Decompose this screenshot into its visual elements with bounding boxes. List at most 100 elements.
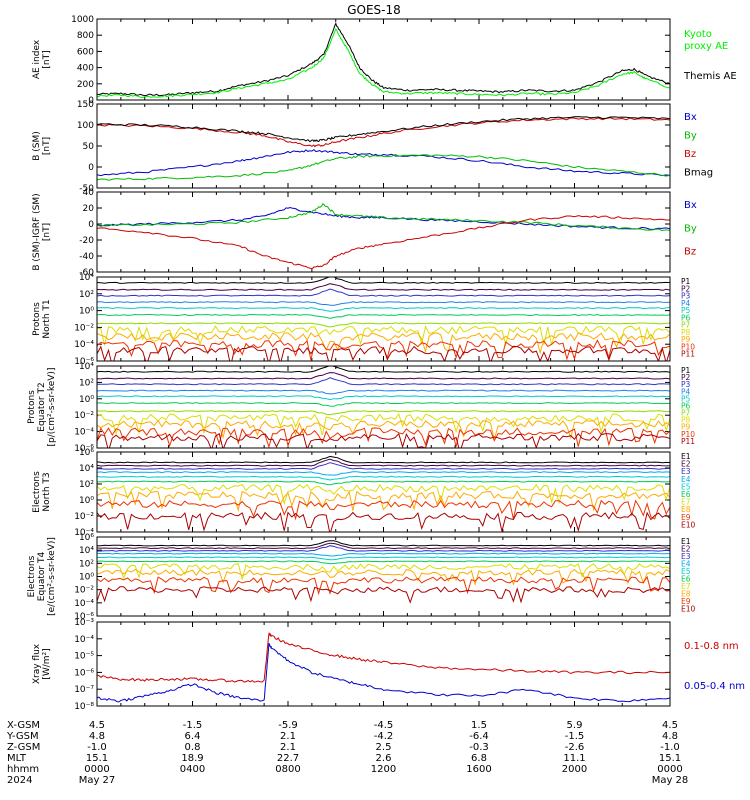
y-tick-label: 0	[88, 220, 94, 230]
ephemeris-value: 11.1	[563, 753, 585, 764]
panel-frame	[96, 18, 671, 101]
y-axis-label: Protons	[27, 390, 37, 424]
plot-area	[97, 203, 670, 270]
legend-entry: E9	[681, 597, 691, 606]
channel-line	[97, 455, 670, 464]
legend-entry: E7	[681, 582, 691, 591]
y-tick-label: 10⁻²	[74, 323, 94, 333]
y-tick-label: 10²	[79, 378, 94, 388]
legend-entry: P1	[681, 366, 691, 375]
panel-frame	[96, 276, 671, 362]
ephemeris-value: 4.5	[89, 720, 105, 731]
y-axis-label: [nT]	[42, 137, 52, 155]
legend-entry: Bz	[684, 149, 696, 160]
channel-line	[97, 427, 670, 448]
channel-line	[97, 490, 670, 513]
channel-line	[97, 471, 670, 476]
legend-entry: By	[684, 223, 697, 234]
channel-line	[97, 322, 670, 328]
y-tick-label: 800	[77, 31, 94, 41]
channel-line	[97, 419, 670, 442]
legend-entry: E8	[681, 590, 691, 599]
legend-entry: By	[684, 131, 697, 142]
channel-line	[97, 540, 670, 547]
y-tick-label: 10⁻²	[74, 512, 94, 522]
ephemeris-table: X-GSM 4.5 -1.5 -5.9 -4.5 1.5 5.9 4.5 Y-GSM 4.8 6.4…	[6, 720, 688, 786]
panel-frame	[96, 191, 671, 273]
series-line	[97, 643, 670, 703]
y-tick-label: -20	[79, 236, 94, 246]
ephemeris-value: 2.1	[280, 742, 296, 753]
y-axis-label: [nT]	[42, 223, 52, 241]
legend-entry: P2	[681, 284, 691, 293]
legend-entry: P8	[681, 328, 691, 337]
y-tick-label: 10⁻⁴	[74, 428, 94, 438]
panel-frame	[96, 365, 671, 449]
legend-entry: P10	[681, 430, 695, 439]
panel-peq: 10⁴ 10² 10⁰ 10⁻² 10⁻⁴ 10⁻⁶ Protons Equator T2 [p…	[27, 362, 695, 454]
legend-entry: Bx	[684, 112, 697, 123]
channel-line	[97, 372, 670, 380]
channel-line	[97, 545, 670, 552]
legend-entry: Bz	[684, 247, 696, 258]
legend-entry: E10	[681, 520, 696, 529]
panel-bsm: 150 100 50 0 -50 B (SM) [nT] Bx By Bz Bmag	[32, 100, 713, 194]
y-tick-label: 10⁻⁴	[74, 528, 94, 538]
series-line	[97, 632, 670, 683]
legend-entry: E7	[681, 498, 691, 507]
channel-line	[97, 410, 670, 416]
legend-entry: P5	[681, 394, 691, 403]
ephemeris-label: 2024	[7, 775, 32, 786]
channel-line	[97, 313, 670, 319]
y-tick-label: 10⁻²	[74, 411, 94, 421]
y-tick-label: 10⁻⁷	[74, 685, 94, 695]
ephemeris-value: 6.4	[185, 731, 201, 742]
plot-area	[97, 455, 670, 532]
panel-xray: 10⁻³ 10⁻⁴ 10⁻⁵ 10⁻⁶ 10⁻⁷ 10⁻⁸ Xray flux [W/m²] 0…	[32, 618, 745, 712]
channel-line	[97, 575, 670, 596]
channel-line	[97, 277, 670, 284]
y-tick-label: 10⁻⁶	[74, 444, 94, 454]
y-axis-label: [nT]	[42, 50, 52, 68]
y-tick-label: 10⁴	[79, 273, 94, 283]
legend-entry: E9	[681, 513, 691, 522]
channel-line	[97, 475, 670, 481]
channel-line	[97, 462, 670, 470]
panel-pnorth: 10⁴ 10² 10⁰ 10⁻² 10⁻⁴ 10⁻⁶ Protons North T1 P1P2…	[32, 273, 695, 367]
ephemeris-value: 0.8	[185, 742, 201, 753]
y-axis-label: [e/(cm²-s-sr-keV)]	[47, 537, 57, 616]
legend-entry: P4	[681, 387, 691, 396]
series-line	[97, 117, 670, 148]
channel-line	[97, 389, 670, 395]
legend-entry: Bmag	[684, 168, 713, 179]
panel-frame	[96, 621, 671, 707]
ephemeris-value: -0.3	[469, 742, 489, 753]
legend-entry: P6	[681, 313, 691, 322]
y-tick-label: 10⁻⁶	[74, 668, 94, 678]
y-tick-label: 10⁴	[79, 464, 94, 474]
y-axis-label: Electrons	[32, 471, 42, 513]
channel-line	[97, 432, 670, 448]
y-axis-label: North T1	[42, 299, 52, 338]
y-tick-label: 200	[77, 80, 94, 90]
series-line	[97, 154, 670, 181]
y-tick-label: 10⁰	[79, 496, 94, 506]
legend-entry: P8	[681, 416, 691, 425]
plot-title: GOES-18	[347, 3, 401, 17]
y-tick-label: 10⁻³	[74, 618, 94, 628]
plot-area	[97, 366, 670, 448]
ephemeris-value: -1.0	[660, 742, 680, 753]
channel-line	[97, 288, 670, 297]
y-tick-label: 10⁻⁶	[74, 612, 94, 622]
y-tick-label: 10⁰	[79, 395, 94, 405]
ephemeris-value: 15.1	[86, 753, 108, 764]
legend-entry: 0.05-0.4 nm	[684, 681, 745, 692]
ephemeris-value: May 28	[652, 775, 689, 786]
y-tick-label: 20	[83, 204, 95, 214]
y-tick-label: -40	[79, 252, 94, 262]
channel-line	[97, 325, 670, 347]
ephemeris-value: 4.8	[89, 731, 105, 742]
channel-line	[97, 413, 670, 436]
legend-entry: E8	[681, 505, 691, 514]
